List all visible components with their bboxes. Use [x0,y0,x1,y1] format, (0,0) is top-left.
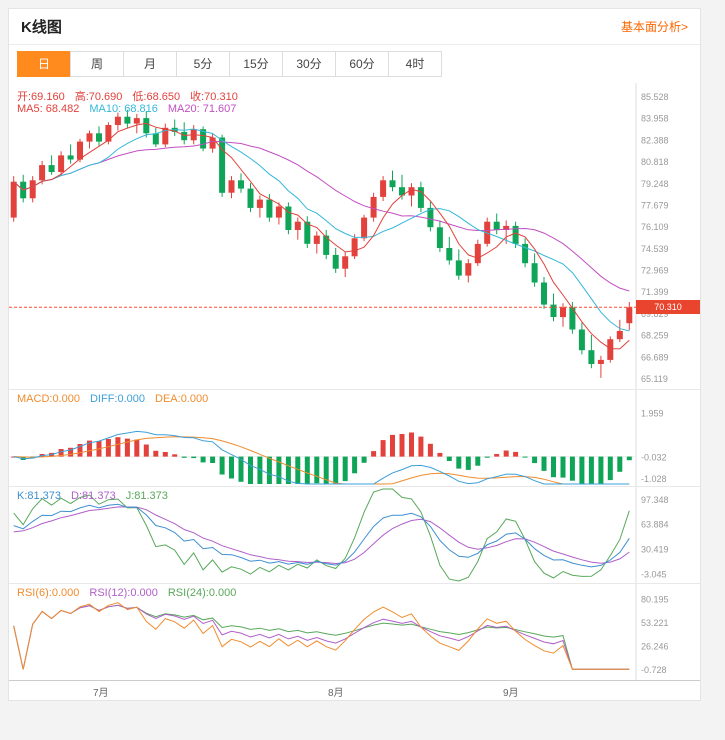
rsi-info-row: RSI(6):0.000 RSI(12):0.000 RSI(24):0.000 [17,587,236,599]
close-label: 收:70.310 [190,91,238,103]
page-title: K线图 [21,19,62,36]
svg-text:66.689: 66.689 [641,352,669,362]
j-value-label: J:81.373 [125,490,168,502]
tab-60min[interactable]: 60分 [335,51,389,77]
kdj-info-row: K:81.373 D:81.373 J:81.373 [17,490,168,502]
tab-week[interactable]: 周 [70,51,124,77]
d-value-label: D:81.373 [71,490,116,502]
svg-text:85.528: 85.528 [641,92,669,102]
svg-text:76.109: 76.109 [641,222,669,232]
kdj-chart-svg[interactable]: 97.348 63.884 30.419 -3.045 [9,487,700,583]
ma5-label: MA5: 68.482 [17,103,80,115]
svg-text:26.246: 26.246 [641,642,669,652]
svg-text:63.884: 63.884 [641,520,669,530]
svg-text:68.259: 68.259 [641,331,669,341]
rsi-panel: 80.195 53.221 26.246 -0.728 RSI(6):0.000 RS… [9,583,700,680]
svg-text:80.818: 80.818 [641,157,669,167]
rsi24-value-label: RSI(24):0.000 [167,587,237,599]
svg-text:53.221: 53.221 [641,618,669,628]
svg-text:80.195: 80.195 [641,595,669,605]
svg-text:-0.728: -0.728 [641,665,667,675]
kdj-panel: 97.348 63.884 30.419 -3.045 K:81.373 D:81.3… [9,486,700,583]
current-price-badge: 70.310 [636,300,700,314]
diff-value-label: DIFF:0.000 [89,393,146,405]
tab-5min[interactable]: 5分 [176,51,230,77]
svg-text:83.958: 83.958 [641,114,669,124]
period-tab-bar: 日 周 月 5分 15分 30分 60分 4时 [9,45,700,83]
svg-text:-0.032: -0.032 [641,452,667,462]
macd-panel: 1.959 -0.032 -1.028 MACD:0.000 DIFF:0.000 … [9,389,700,486]
rsi12-value-label: RSI(12):0.000 [89,587,158,599]
kline-card: K线图 基本面分析> 日 周 月 5分 15分 30分 60分 4时 85.52… [8,8,701,701]
open-label: 开:69.160 [17,91,65,103]
k-value-label: K:81.373 [17,490,62,502]
macd-value-label: MACD:0.000 [17,393,80,405]
tab-month[interactable]: 月 [123,51,177,77]
rsi-chart-svg[interactable]: 80.195 53.221 26.246 -0.728 [9,584,700,680]
svg-text:71.399: 71.399 [641,287,669,297]
x-axis-label: 8月 [328,688,344,699]
svg-text:-1.028: -1.028 [641,474,667,484]
macd-chart-svg[interactable]: 1.959 -0.032 -1.028 [9,390,700,486]
x-axis-label: 9月 [503,688,519,699]
macd-info-row: MACD:0.000 DIFF:0.000 DEA:0.000 [17,393,208,405]
low-label: 低:68.650 [132,91,181,103]
svg-text:74.539: 74.539 [641,244,669,254]
x-axis-label: 7月 [93,688,109,699]
candlestick-chart-svg[interactable]: 85.528 83.958 82.388 80.818 79.248 77.679 76.1… [9,83,700,389]
svg-text:30.419: 30.419 [641,545,669,555]
svg-text:72.969: 72.969 [641,266,669,276]
header: K线图 基本面分析> [9,9,700,45]
tab-30min[interactable]: 30分 [282,51,336,77]
svg-text:65.119: 65.119 [641,374,668,384]
ma20-label: MA20: 71.607 [167,103,237,115]
main-chart-panel: 85.528 83.958 82.388 80.818 79.248 77.679 76.1… [9,83,700,389]
svg-text:1.959: 1.959 [641,409,664,419]
dea-value-label: DEA:0.000 [155,393,209,405]
tab-4hour[interactable]: 4时 [388,51,442,77]
high-label: 高:70.690 [74,91,123,103]
fundamental-analysis-link[interactable]: 基本面分析> [620,20,688,34]
svg-text:79.248: 79.248 [641,179,669,189]
svg-text:97.348: 97.348 [641,495,669,505]
ohlc-info-row: 开:69.160 高:70.690 低:68.650 收:70.310 [17,88,238,104]
rsi6-value-label: RSI(6):0.000 [17,587,80,599]
ma10-label: MA10: 68.816 [89,103,158,115]
tab-day[interactable]: 日 [17,51,71,77]
ma-info-row: MA5: 68.482 MA10: 68.816 MA20: 71.607 [17,103,236,115]
x-axis: 7月 8月 9月 [9,680,700,700]
svg-text:82.388: 82.388 [641,135,669,145]
svg-text:-3.045: -3.045 [641,569,667,579]
tab-15min[interactable]: 15分 [229,51,283,77]
svg-text:77.679: 77.679 [641,201,669,211]
